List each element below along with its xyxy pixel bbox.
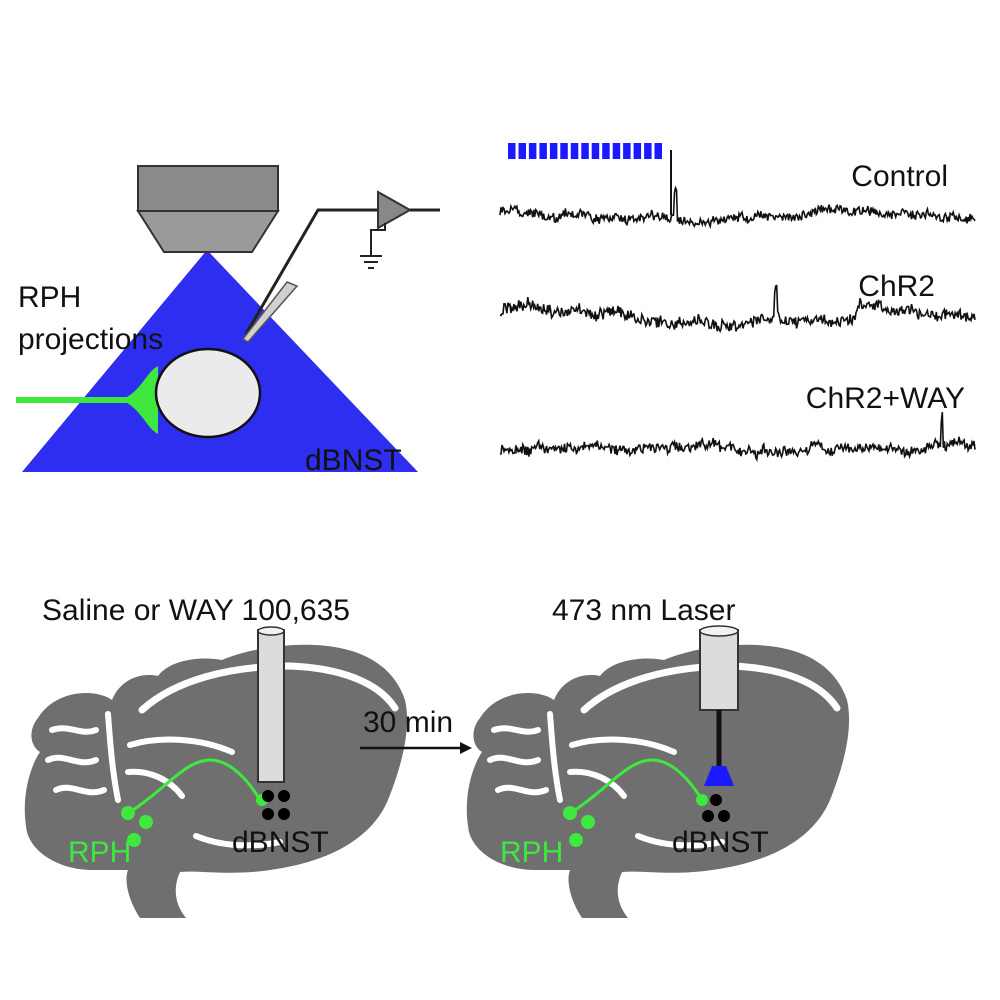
trace-chr2-way: ChR2+WAY bbox=[499, 382, 976, 463]
light-pulse bbox=[581, 143, 589, 159]
trace-label: ChR2+WAY bbox=[806, 382, 965, 415]
brain-schematic-left: Saline or WAY 100,635 RPH dBNST bbox=[25, 594, 407, 918]
light-stimulus-bar bbox=[508, 143, 662, 159]
right-title: 473 nm Laser bbox=[552, 594, 735, 627]
light-pulse bbox=[518, 143, 526, 159]
light-pulse bbox=[549, 143, 558, 159]
arrow-label: 30 min bbox=[363, 706, 453, 739]
label-rph: RPH bbox=[500, 836, 563, 869]
trace-control: Control bbox=[499, 150, 976, 230]
light-pulse bbox=[591, 143, 600, 159]
brain-silhouette bbox=[25, 645, 407, 918]
light-pulse bbox=[560, 143, 568, 159]
rph-cell-bodies bbox=[563, 794, 708, 847]
light-pulse bbox=[654, 143, 662, 159]
trace-label: ChR2 bbox=[858, 270, 935, 303]
laser-fiber-icon bbox=[699, 625, 739, 786]
trace-line bbox=[499, 412, 976, 463]
trace-line bbox=[499, 284, 976, 334]
cannula-icon bbox=[257, 626, 285, 783]
label-rph: RPH bbox=[68, 836, 131, 869]
rph-projection bbox=[571, 758, 704, 814]
light-pulse bbox=[623, 143, 631, 159]
label-dbnst: dBNST bbox=[305, 444, 402, 477]
dbnst-cell-bodies bbox=[262, 790, 290, 820]
light-pulse bbox=[539, 143, 547, 159]
light-pulse bbox=[612, 143, 621, 159]
light-pulse bbox=[633, 143, 642, 159]
recording-pipette bbox=[241, 281, 299, 343]
light-pulse bbox=[508, 143, 516, 159]
light-pulse bbox=[602, 143, 610, 159]
light-pulse bbox=[644, 143, 652, 159]
light-pulse bbox=[528, 143, 537, 159]
arrow-head-icon bbox=[460, 742, 472, 754]
left-title: Saline or WAY 100,635 bbox=[42, 594, 350, 627]
recording-schematic: RPH projections dBNST bbox=[16, 165, 440, 477]
trace-line bbox=[499, 185, 976, 230]
amplifier-icon bbox=[244, 190, 440, 335]
brain-schematic-right: 473 nm Laser RPH dBNST bbox=[467, 594, 849, 918]
objective-lens-icon bbox=[136, 165, 280, 253]
trace-label: Control bbox=[851, 160, 948, 193]
label-dbnst: dBNST bbox=[232, 826, 329, 859]
dbnst-cell-bodies bbox=[702, 794, 730, 822]
dbnst-neuron bbox=[154, 347, 262, 439]
rph-projection bbox=[129, 758, 262, 814]
label-rph: RPH bbox=[18, 281, 81, 314]
trace-group: Control ChR2 ChR2+WAY bbox=[499, 150, 976, 463]
label-projections: projections bbox=[18, 323, 163, 356]
trace-chr2: ChR2 bbox=[499, 270, 976, 334]
rph-axon-terminal bbox=[16, 366, 158, 434]
light-pulse bbox=[570, 143, 579, 159]
time-arrow: 30 min bbox=[360, 706, 472, 754]
label-dbnst: dBNST bbox=[672, 826, 769, 859]
brain-silhouette bbox=[467, 645, 849, 918]
laser-tip-icon bbox=[704, 766, 734, 786]
